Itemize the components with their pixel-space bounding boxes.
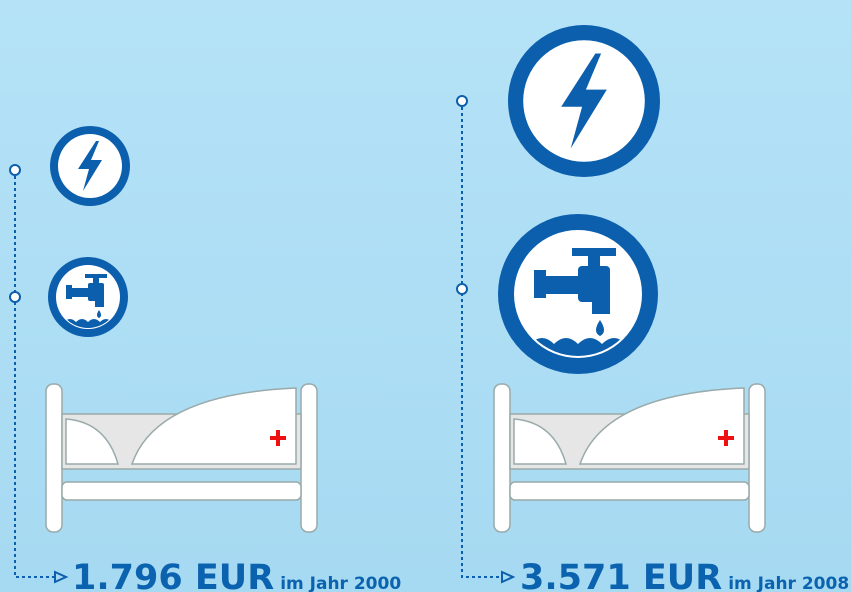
electricity-icon — [508, 25, 660, 177]
infographic: 1.796 EUR im Jahr 2000 3.571 EUR im Jahr 2… — [0, 0, 851, 592]
water-icon — [498, 214, 658, 374]
node — [457, 96, 467, 106]
node — [457, 284, 467, 294]
electricity-icon — [50, 126, 130, 206]
amount-value: 3.571 EUR — [520, 558, 722, 592]
node — [10, 292, 20, 302]
node — [10, 165, 20, 175]
period: im Jahr 2000 — [280, 574, 401, 592]
water-icon — [48, 257, 128, 337]
amount-value: 1.796 EUR — [72, 558, 274, 592]
period: im Jahr 2008 — [728, 574, 849, 592]
